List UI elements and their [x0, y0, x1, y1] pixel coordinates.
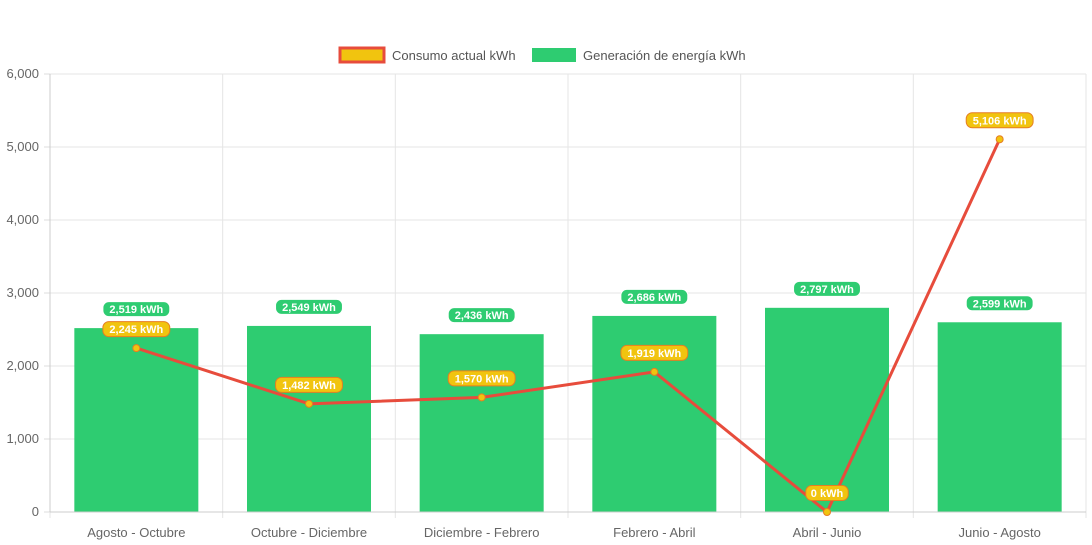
line-data-label-bg: [620, 344, 689, 361]
x-tick-label: Diciembre - Febrero: [424, 525, 540, 540]
grid-layer: [49, 73, 1087, 518]
line-data-label: 1,919 kWh: [627, 348, 681, 360]
bar-data-label: 2,519 kWh: [109, 304, 163, 316]
line-point: [995, 135, 1004, 144]
x-tick-label: Junio - Agosto: [958, 525, 1040, 540]
bar-data-label: 2,797 kWh: [800, 284, 854, 296]
legend: Consumo actual kWh Generación de energía …: [338, 46, 746, 64]
y-tick-label: 1,000: [6, 431, 39, 446]
legend-swatch-consumo: [338, 46, 386, 64]
x-tick-label: Agosto - Octubre: [87, 525, 185, 540]
y-tick-label: 2,000: [6, 358, 39, 373]
y-tick-label: 0: [32, 504, 39, 519]
bar-data-label-bg: [102, 301, 171, 318]
line-point: [477, 393, 486, 402]
line-data-label-bg: [805, 485, 849, 501]
bar-data-label: 2,436 kWh: [455, 310, 509, 322]
y-tick-label: 5,000: [6, 139, 39, 154]
line-point: [823, 508, 831, 516]
line-data-label: 0 kWh: [811, 488, 844, 500]
line-data-label: 1,570 kWh: [455, 373, 509, 385]
legend-swatch-generacion: [532, 48, 576, 62]
bar-data-label-bg: [447, 307, 516, 324]
bar: [247, 325, 371, 512]
x-tick-label: Abril - Junio: [793, 525, 862, 540]
bar-data-label: 2,549 kWh: [282, 302, 336, 314]
x-tick-label: Febrero - Abril: [613, 525, 695, 540]
bar-layer: [74, 307, 1062, 512]
y-tick-label: 4,000: [6, 212, 39, 227]
bar: [937, 322, 1062, 512]
line-data-label-bg: [275, 376, 343, 393]
line-layer: [132, 135, 1004, 516]
bar-data-label-bg: [965, 295, 1034, 312]
bar: [419, 334, 544, 512]
line-data-label: 5,106 kWh: [973, 115, 1027, 127]
line-data-label-bg: [965, 112, 1034, 129]
line-data-label: 1,482 kWh: [282, 380, 336, 392]
y-tick-label: 3,000: [6, 285, 39, 300]
bar: [74, 328, 199, 512]
legend-label-generacion: Generación de energía kWh: [583, 48, 746, 63]
label-layer: 2,519 kWh 2,549 kWh 2,436 kWh 2,686 kWh 2,79…: [102, 112, 1034, 501]
x-tick-label: Octubre - Diciembre: [251, 525, 367, 540]
consumo-line: [135, 138, 1002, 514]
line-point: [132, 344, 141, 353]
line-data-label-bg: [102, 321, 171, 338]
axis-layer: 0 1,000 2,000 3,000 4,000 5,000 6,000 Agosto - …: [6, 66, 1086, 540]
legend-label-consumo: Consumo actual kWh: [392, 48, 516, 63]
line-data-label-bg: [447, 370, 516, 387]
bar-data-label-bg: [620, 288, 689, 305]
bar-data-label-bg: [793, 280, 861, 297]
line-data-label: 2,245 kWh: [109, 324, 163, 336]
bar: [765, 307, 889, 512]
line-point: [305, 399, 313, 408]
bar-data-label: 2,599 kWh: [973, 298, 1027, 310]
bar-data-label-bg: [275, 298, 343, 315]
y-tick-label: 6,000: [6, 66, 39, 81]
bar-data-label: 2,686 kWh: [627, 292, 681, 304]
line-point: [650, 367, 659, 376]
